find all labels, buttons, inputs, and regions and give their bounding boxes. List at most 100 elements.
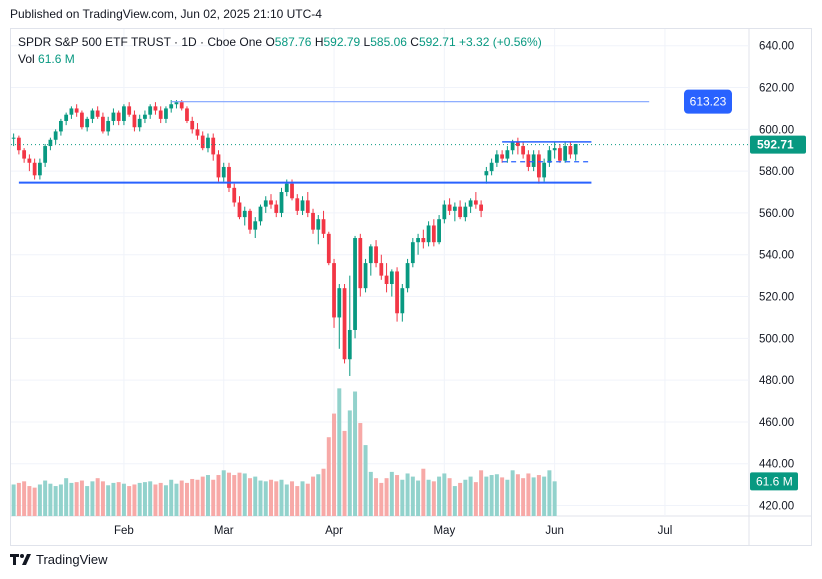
chart-svg[interactable]: 640.00 620.00 600.00 580.00 560.00 540.00 520.…	[11, 29, 811, 545]
last-price-box	[750, 135, 806, 154]
volume-bar	[473, 482, 478, 516]
candle-body	[200, 135, 205, 149]
candle-body	[568, 146, 573, 155]
volume-bar	[232, 475, 237, 516]
volume-bar	[431, 481, 436, 516]
candle-body	[179, 102, 184, 109]
volume-bar	[127, 486, 132, 516]
volume-bar	[263, 481, 268, 516]
volume-bar	[11, 484, 16, 516]
volume-bar	[27, 486, 32, 516]
time-axis[interactable]: Feb Mar Apr May Jun Jul	[114, 525, 672, 537]
volume-bar	[416, 480, 421, 516]
candle-body	[53, 131, 58, 140]
candle-body	[389, 271, 394, 284]
volume-bars	[11, 388, 557, 516]
horizontal-levels[interactable]	[11, 101, 749, 184]
tradingview-logo-icon	[10, 553, 31, 565]
chart-frame[interactable]: 640.00 620.00 600.00 580.00 560.00 540.00 520.…	[10, 28, 812, 546]
volume-bar	[484, 476, 489, 516]
candle-body	[542, 162, 547, 178]
candle-body	[137, 118, 142, 128]
candle-body	[463, 206, 468, 218]
candle-body	[185, 108, 189, 121]
high-key: H	[314, 35, 324, 49]
volume-bar	[221, 470, 226, 516]
volume-bar	[137, 482, 142, 516]
candle-body	[232, 187, 237, 203]
volume-bar	[505, 479, 510, 516]
candle-body	[111, 112, 116, 121]
volume-bar	[379, 482, 384, 516]
y-tick-label: 420.00	[759, 501, 794, 513]
volume-bar	[195, 479, 200, 516]
volume-key[interactable]: Vol	[18, 52, 35, 66]
candle-body	[458, 206, 462, 218]
volume-bar	[237, 472, 242, 516]
volume-bar	[248, 478, 252, 516]
candle-body	[342, 288, 347, 360]
axis-price-labels: 613.23 592.71 61.6 M	[684, 89, 806, 491]
volume-bar	[510, 470, 515, 516]
candle-body	[253, 221, 258, 230]
candle-body	[531, 154, 536, 167]
candle-body	[206, 137, 210, 149]
candle-body	[290, 183, 294, 199]
candle-body	[195, 129, 200, 136]
candle-body	[505, 150, 510, 159]
volume-bar	[531, 477, 536, 516]
volume-bar	[111, 482, 116, 516]
candle-body	[410, 242, 415, 264]
volume-bar	[100, 481, 105, 516]
y-tick-label: 580.00	[759, 166, 794, 178]
open-key: O	[265, 35, 275, 49]
candle-body	[515, 141, 520, 147]
candle-body	[300, 200, 305, 211]
volume-bar	[353, 391, 358, 516]
volume-bar	[85, 486, 90, 516]
tradingview-brand[interactable]: TradingView	[10, 552, 108, 567]
candle-body	[258, 206, 263, 222]
candle-body	[563, 146, 568, 161]
low-key: L	[363, 35, 371, 49]
volume-bar	[368, 471, 373, 516]
candle-body	[353, 238, 357, 330]
volume-value-label: 61.6 M	[756, 474, 793, 488]
volume-bar	[521, 478, 526, 516]
volume-bar	[184, 482, 189, 516]
candle-body	[295, 198, 300, 211]
candle-body	[337, 288, 342, 318]
volume-bar	[437, 476, 442, 516]
candle-body	[90, 110, 95, 119]
volume-bar	[447, 478, 452, 516]
price-axis[interactable]: 640.00 620.00 600.00 580.00 560.00 540.00 520.…	[759, 41, 794, 513]
volume-bar	[410, 476, 415, 516]
candle-body	[132, 114, 137, 128]
volume-bar	[321, 468, 326, 516]
volume-bar	[153, 484, 158, 516]
candle-body	[447, 204, 452, 211]
symbol-title[interactable]: SPDR S&P 500 ETF TRUST · 1D · Cboe One	[18, 35, 263, 49]
volume-bar	[211, 479, 216, 516]
volume-bar	[74, 482, 79, 516]
volume-bar	[515, 474, 520, 516]
volume-bar	[452, 486, 457, 516]
volume-bar	[326, 437, 331, 516]
volume-value-box	[750, 472, 798, 491]
candle-body	[248, 210, 252, 230]
candle-body	[573, 143, 578, 155]
volume-bar	[384, 478, 389, 516]
level-price-box[interactable]	[684, 89, 732, 114]
volume-bar	[121, 483, 126, 516]
candle-body	[437, 219, 441, 243]
volume-bar	[179, 480, 184, 516]
candle-body	[216, 154, 221, 178]
candle-body	[400, 288, 405, 314]
candle-body	[237, 202, 242, 218]
candle-body	[221, 166, 226, 178]
volume-bar	[64, 478, 69, 516]
volume-bar	[274, 481, 279, 516]
candle-body	[494, 154, 499, 163]
candle-body	[279, 192, 284, 213]
y-tick-label: 480.00	[759, 375, 794, 387]
